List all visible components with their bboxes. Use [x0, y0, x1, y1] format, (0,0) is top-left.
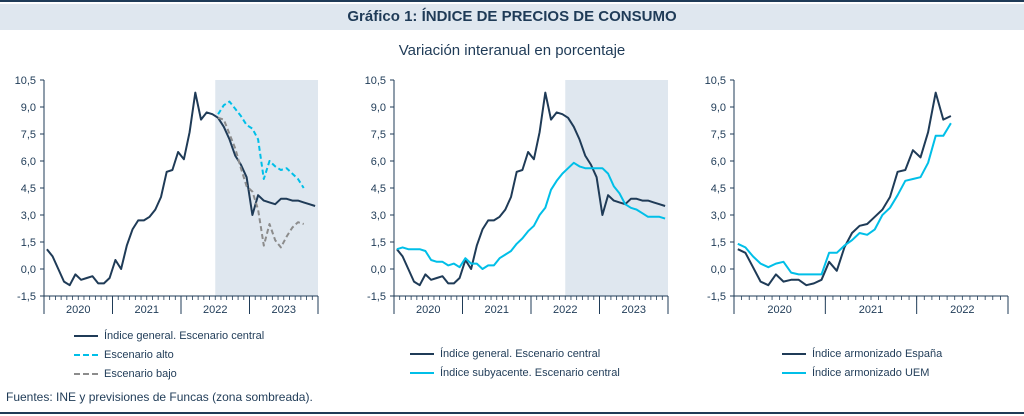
- top-rule: [0, 0, 1024, 2]
- series-line: [396, 91, 666, 287]
- legend-swatch: [74, 353, 98, 356]
- y-tick-label: 10,5: [15, 75, 36, 87]
- legend-chart-3: Índice armonizado España Índice armonizad…: [782, 344, 942, 382]
- series-line: [737, 122, 952, 276]
- legend-item: Índice subyacente. Escenario central: [410, 363, 620, 382]
- y-tick-label: 7,5: [711, 129, 726, 141]
- series-line: [396, 161, 666, 270]
- forecast-shade: [565, 80, 668, 296]
- legend-label: Escenario bajo: [104, 367, 177, 380]
- y-tick-label: 3,0: [21, 210, 36, 222]
- x-tick-label: 2022: [950, 304, 974, 316]
- chart-3-svg: 10,5 9,0 7,5 6,0 4,5 3,0 1,5 0,0 -1,5 2020 2021 202…: [705, 75, 1009, 316]
- y-tick-label: 1,5: [711, 237, 726, 249]
- legend-item: Índice general. Escenario central: [74, 326, 264, 345]
- bottom-rule: [0, 412, 1024, 414]
- legend-swatch: [782, 352, 806, 355]
- legend-item: Escenario bajo: [74, 364, 264, 383]
- x-tick-label: 2021: [485, 304, 509, 316]
- y-tick-label: -1,5: [17, 291, 36, 303]
- x-tick-label: 2020: [767, 304, 791, 316]
- chart-panel-2: 10,5 9,0 7,5 6,0 4,5 3,0 1,5 0,0 -1,5 2020 2021 202…: [350, 70, 680, 332]
- legend-swatch: [410, 371, 434, 374]
- y-tick-label: 10,5: [365, 75, 386, 87]
- series-line: [737, 91, 952, 287]
- y-tick-label: 1,5: [21, 237, 36, 249]
- series-line: [217, 116, 305, 249]
- x-tick-label: 2022: [553, 304, 577, 316]
- y-tick-label: 4,5: [21, 183, 36, 195]
- x-tick-label: 2020: [66, 304, 90, 316]
- y-tick-label: 9,0: [711, 102, 726, 114]
- legend-swatch: [74, 334, 98, 337]
- legend-swatch: [74, 372, 98, 375]
- legend-swatch: [782, 371, 806, 374]
- forecast-shade: [215, 80, 318, 296]
- y-tick-label: 0,0: [21, 264, 36, 276]
- legend-label: Índice armonizado España: [812, 347, 943, 360]
- legend-item: Escenario alto: [74, 345, 264, 364]
- y-tick-label: 3,0: [711, 210, 726, 222]
- series-line: [46, 91, 316, 287]
- chart-2-svg: 10,5 9,0 7,5 6,0 4,5 3,0 1,5 0,0 -1,5 2020 2021 202…: [365, 75, 669, 316]
- x-tick-label: 2020: [416, 304, 440, 316]
- y-tick-label: 7,5: [21, 129, 36, 141]
- chart-panel-1: 10,5 9,0 7,5 6,0 4,5 3,0 1,5 0,0 -1,5 2020 2021 202…: [0, 70, 330, 332]
- legend-item: Índice armonizado España: [782, 344, 942, 363]
- series-line: [217, 100, 305, 189]
- chart-subtitle: Variación interanual en porcentaje: [398, 42, 626, 59]
- source-note: Fuentes: INE y previsiones de Funcas (zo…: [6, 390, 313, 404]
- legend-label: Índice general. Escenario central: [440, 347, 601, 360]
- y-tick-label: -1,5: [367, 291, 386, 303]
- legend-label: Índice subyacente. Escenario central: [440, 366, 620, 379]
- legend-label: Escenario alto: [104, 348, 174, 361]
- y-tick-label: 9,0: [21, 102, 36, 114]
- x-tick-label: 2023: [272, 304, 296, 316]
- x-tick-label: 2022: [203, 304, 227, 316]
- chart-panel-3: 10,5 9,0 7,5 6,0 4,5 3,0 1,5 0,0 -1,5 2020 2021 202…: [690, 70, 1020, 332]
- y-tick-label: 6,0: [21, 156, 36, 168]
- y-tick-label: 7,5: [371, 129, 386, 141]
- y-tick-label: 3,0: [371, 210, 386, 222]
- y-tick-label: -1,5: [707, 291, 726, 303]
- y-tick-label: 6,0: [711, 156, 726, 168]
- y-tick-label: 10,5: [705, 75, 726, 87]
- legend-label: Índice general. Escenario central: [104, 329, 265, 342]
- chart-1-svg: 10,5 9,0 7,5 6,0 4,5 3,0 1,5 0,0 -1,5 2020 2021 202…: [15, 75, 319, 316]
- y-tick-label: 6,0: [371, 156, 386, 168]
- x-tick-label: 2021: [859, 304, 883, 316]
- legend-chart-2: Índice general. Escenario central Índice …: [410, 344, 620, 382]
- x-tick-label: 2023: [622, 304, 646, 316]
- y-tick-label: 0,0: [711, 264, 726, 276]
- y-tick-label: 9,0: [371, 102, 386, 114]
- chart-title: Gráfico 1: ÍNDICE DE PRECIOS DE CONSUMO: [347, 8, 677, 25]
- y-tick-label: 1,5: [371, 237, 386, 249]
- legend-item: Índice armonizado UEM: [782, 363, 942, 382]
- x-tick-label: 2021: [135, 304, 159, 316]
- legend-swatch: [410, 352, 434, 355]
- y-tick-label: 0,0: [371, 264, 386, 276]
- legend-chart-1: Índice general. Escenario central Escenar…: [74, 326, 264, 383]
- y-tick-label: 4,5: [711, 183, 726, 195]
- legend-label: Índice armonizado UEM: [812, 366, 930, 379]
- title-band: [0, 4, 1024, 30]
- legend-item: Índice general. Escenario central: [410, 344, 620, 363]
- y-tick-label: 4,5: [371, 183, 386, 195]
